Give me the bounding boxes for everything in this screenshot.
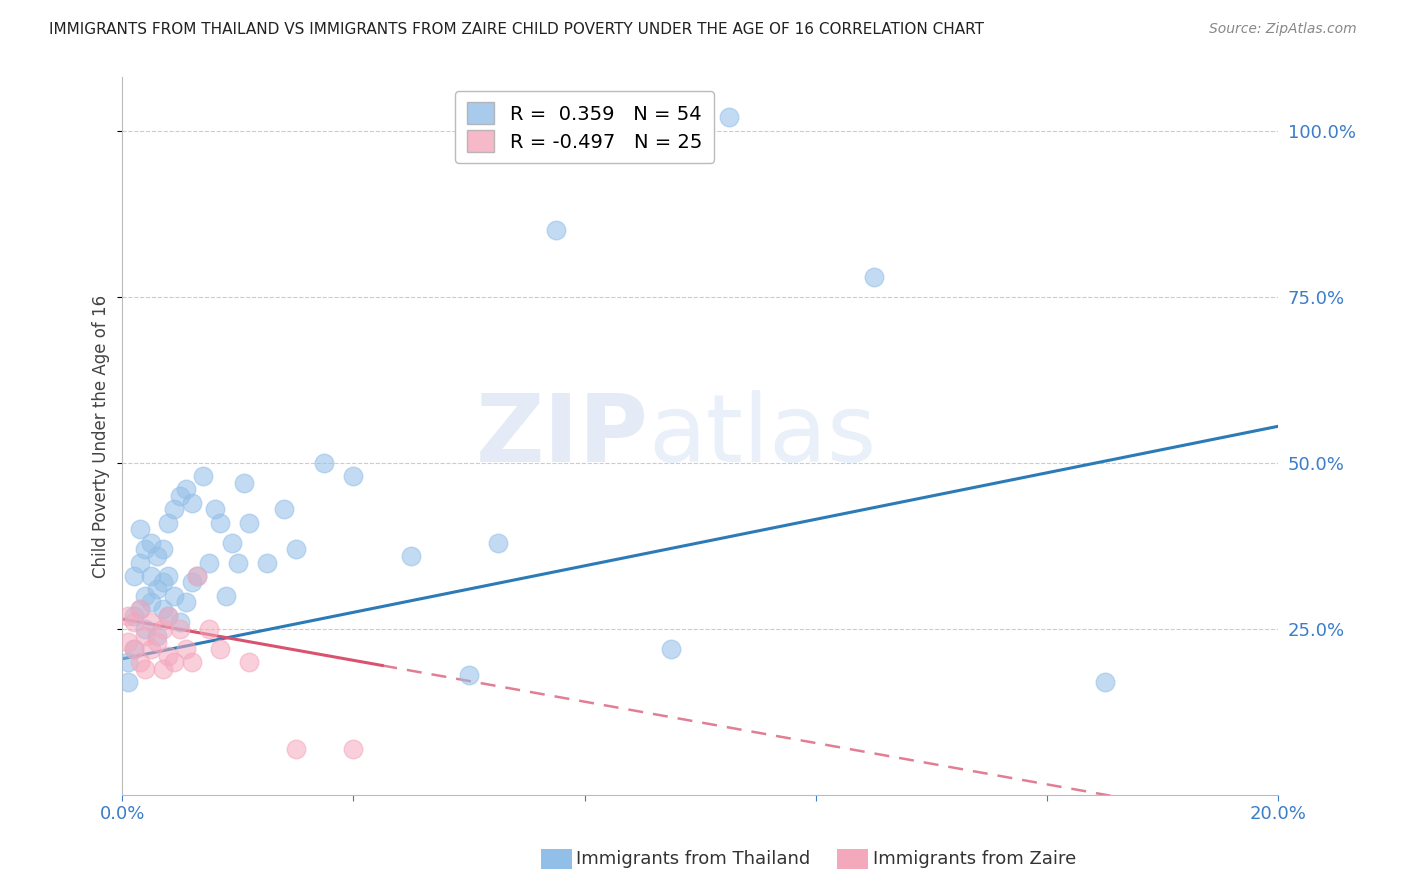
Point — [139, 595, 162, 609]
Point — [204, 502, 226, 516]
Point — [146, 629, 169, 643]
Point — [314, 456, 336, 470]
Point — [284, 741, 307, 756]
Point — [238, 516, 260, 530]
Point — [134, 662, 156, 676]
Point — [128, 556, 150, 570]
Point — [163, 502, 186, 516]
Text: ZIP: ZIP — [475, 391, 648, 483]
Point — [180, 575, 202, 590]
Text: Immigrants from Thailand: Immigrants from Thailand — [576, 850, 811, 868]
Point — [152, 542, 174, 557]
Point — [139, 615, 162, 630]
Point — [221, 535, 243, 549]
Point — [399, 549, 422, 563]
Point — [134, 589, 156, 603]
Point — [122, 641, 145, 656]
Point — [128, 522, 150, 536]
Point — [157, 608, 180, 623]
Point — [718, 111, 741, 125]
Point — [544, 223, 567, 237]
Point — [186, 569, 208, 583]
Point — [134, 542, 156, 557]
Point — [122, 608, 145, 623]
Point — [215, 589, 238, 603]
Point — [180, 496, 202, 510]
Point — [659, 641, 682, 656]
Point — [163, 589, 186, 603]
Point — [198, 622, 221, 636]
Point — [157, 516, 180, 530]
Point — [152, 602, 174, 616]
Text: Immigrants from Zaire: Immigrants from Zaire — [873, 850, 1077, 868]
Point — [238, 655, 260, 669]
Point — [226, 556, 249, 570]
Point — [152, 622, 174, 636]
Point — [117, 655, 139, 669]
Point — [117, 608, 139, 623]
Text: atlas: atlas — [648, 391, 876, 483]
Y-axis label: Child Poverty Under the Age of 16: Child Poverty Under the Age of 16 — [93, 294, 110, 578]
Point — [139, 569, 162, 583]
Point — [117, 635, 139, 649]
Point — [174, 641, 197, 656]
Point — [486, 535, 509, 549]
Point — [122, 569, 145, 583]
Point — [198, 556, 221, 570]
Point — [458, 668, 481, 682]
Text: IMMIGRANTS FROM THAILAND VS IMMIGRANTS FROM ZAIRE CHILD POVERTY UNDER THE AGE OF: IMMIGRANTS FROM THAILAND VS IMMIGRANTS F… — [49, 22, 984, 37]
Point — [146, 549, 169, 563]
Point — [169, 489, 191, 503]
Point — [122, 615, 145, 630]
Point — [174, 483, 197, 497]
Point — [128, 602, 150, 616]
Point — [232, 475, 254, 490]
Point — [342, 741, 364, 756]
Point — [169, 615, 191, 630]
Point — [152, 662, 174, 676]
Point — [122, 641, 145, 656]
Point — [1094, 675, 1116, 690]
Point — [191, 469, 214, 483]
Point — [163, 655, 186, 669]
Point — [146, 635, 169, 649]
Point — [209, 516, 232, 530]
Point — [862, 269, 884, 284]
Point — [169, 622, 191, 636]
Point — [128, 602, 150, 616]
Point — [117, 675, 139, 690]
Point — [152, 575, 174, 590]
Point — [139, 535, 162, 549]
Point — [128, 655, 150, 669]
Point — [146, 582, 169, 596]
Point — [157, 608, 180, 623]
Point — [209, 641, 232, 656]
Point — [256, 556, 278, 570]
Point — [139, 641, 162, 656]
Point — [134, 622, 156, 636]
Point — [134, 629, 156, 643]
Point — [174, 595, 197, 609]
Point — [157, 569, 180, 583]
Legend: R =  0.359   N = 54, R = -0.497   N = 25: R = 0.359 N = 54, R = -0.497 N = 25 — [456, 91, 714, 163]
Point — [284, 542, 307, 557]
Point — [273, 502, 295, 516]
Point — [157, 648, 180, 663]
Point — [186, 569, 208, 583]
Point — [180, 655, 202, 669]
Text: Source: ZipAtlas.com: Source: ZipAtlas.com — [1209, 22, 1357, 37]
Point — [342, 469, 364, 483]
